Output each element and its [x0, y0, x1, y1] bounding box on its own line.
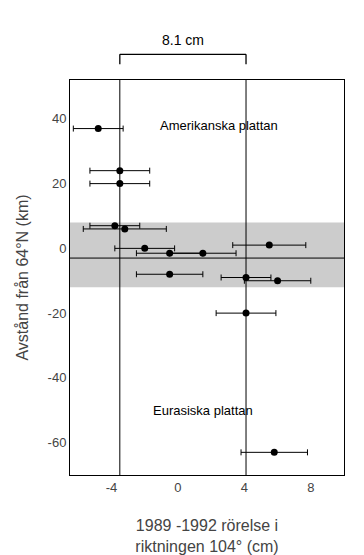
svg-text:4: 4	[241, 480, 248, 495]
svg-text:8.1 cm: 8.1 cm	[162, 32, 204, 48]
svg-text:-20: -20	[48, 306, 67, 321]
svg-text:0: 0	[59, 241, 66, 256]
svg-text:-4: -4	[106, 480, 118, 495]
svg-text:Eurasiska plattan: Eurasiska plattan	[153, 403, 253, 418]
svg-text:40: 40	[52, 111, 66, 126]
svg-text:-40: -40	[48, 370, 67, 385]
svg-text:8: 8	[307, 480, 314, 495]
svg-text:20: 20	[52, 176, 66, 191]
svg-text:Amerikanska plattan: Amerikanska plattan	[160, 118, 278, 133]
svg-text:Avstånd från 64°N (km): Avstånd från 64°N (km)	[14, 194, 31, 360]
svg-text:0: 0	[174, 480, 181, 495]
svg-text:-60: -60	[48, 435, 67, 450]
svg-text:1989 -1992 rörelse iriktningen: 1989 -1992 rörelse iriktningen 104° (cm)	[135, 517, 278, 555]
